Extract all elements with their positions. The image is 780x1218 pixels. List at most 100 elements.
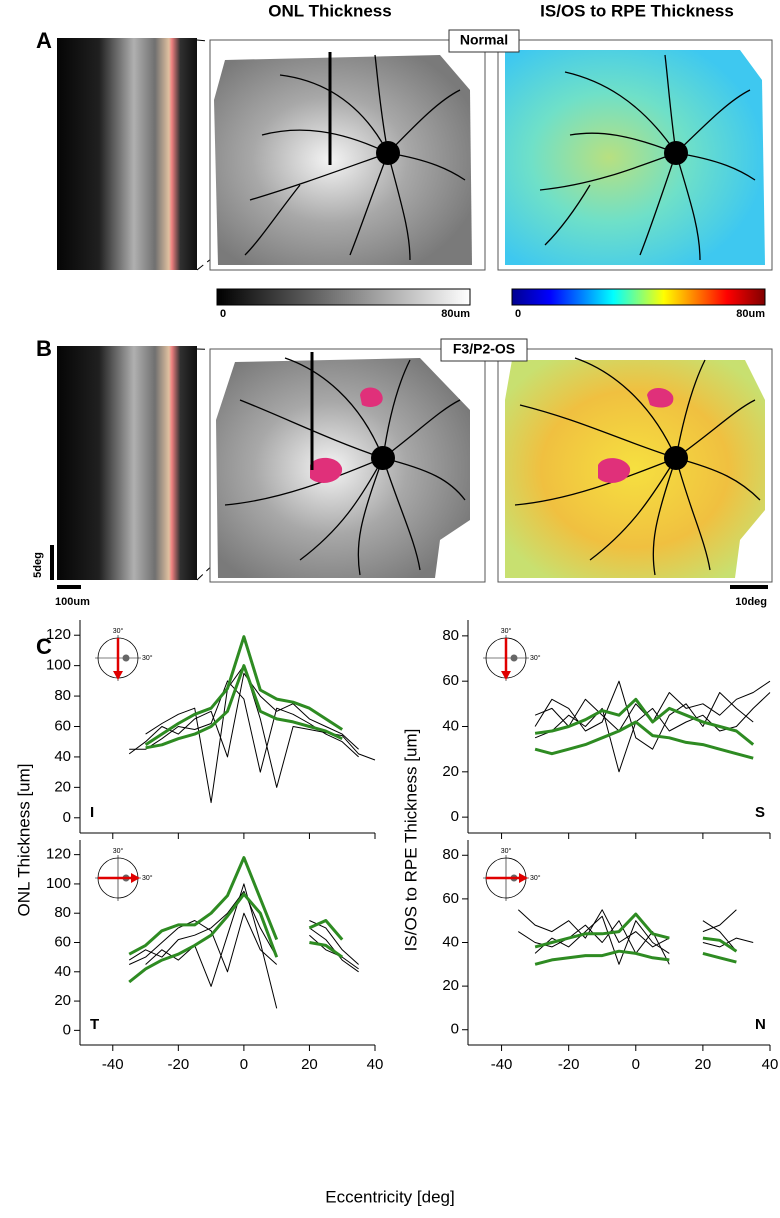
annotation: N <box>755 1016 766 1033</box>
data-line <box>534 680 754 750</box>
y-tick-label: 120 <box>46 626 71 643</box>
data-line <box>534 692 771 773</box>
y-tick-label: 20 <box>442 977 459 994</box>
x-tick-label: -20 <box>558 1056 580 1073</box>
vessels <box>224 357 466 576</box>
y-tick-label: 60 <box>54 933 71 950</box>
data-line <box>534 680 771 732</box>
inset-arrowhead <box>519 873 528 883</box>
y-tick-label: 60 <box>442 890 459 907</box>
x-tick-label: 0 <box>240 1056 248 1073</box>
oct-scan <box>57 346 197 580</box>
y-tick-label: 20 <box>54 992 71 1009</box>
optic-disc <box>664 446 688 470</box>
column-title: IS/OS to RPE Thickness <box>540 1 734 20</box>
onl-map <box>214 55 472 265</box>
y-tick-label: 0 <box>451 808 459 825</box>
x-tick-label: 20 <box>695 1056 712 1073</box>
x-tick-label: -40 <box>102 1056 124 1073</box>
panel-label: C <box>36 634 52 659</box>
y-tick-label: 60 <box>442 672 459 689</box>
lesion <box>647 387 674 408</box>
inset-disc <box>122 654 130 662</box>
inset-label: 30° <box>530 654 541 662</box>
y-tick-label: 20 <box>442 763 459 780</box>
inset-label: 30° <box>501 847 512 855</box>
y-tick-label: 40 <box>442 933 459 950</box>
data-line <box>128 890 359 965</box>
x-tick-label: 0 <box>632 1056 640 1073</box>
inset-label: 30° <box>501 627 512 635</box>
panel-label: A <box>36 28 52 53</box>
y-tick-label: 100 <box>46 875 71 892</box>
inset-arrowhead <box>501 671 511 680</box>
y-tick-label: 80 <box>54 687 71 704</box>
isos-map <box>505 50 765 265</box>
colorbar-label: 0 <box>515 308 521 320</box>
y-axis-label: ONL Thickness [um] <box>14 763 33 916</box>
optic-disc <box>371 446 395 470</box>
data-line <box>145 664 343 750</box>
y-tick-label: 0 <box>451 1021 459 1038</box>
tag: F3/P2-OS <box>453 341 515 357</box>
vessels <box>244 54 466 261</box>
y-tick-label: 60 <box>54 717 71 734</box>
annotation: S <box>755 804 765 821</box>
scale-bar <box>57 585 81 589</box>
onl-map <box>216 358 470 578</box>
x-tick-label: 40 <box>762 1056 779 1073</box>
inset-label: 30° <box>113 847 124 855</box>
panel-label: B <box>36 336 52 361</box>
y-tick-label: 80 <box>54 904 71 921</box>
inset-label: 30° <box>530 874 541 882</box>
y-tick-label: 0 <box>63 809 71 826</box>
y-tick-label: 40 <box>442 717 459 734</box>
lesion <box>310 457 343 483</box>
inset-disc <box>510 654 518 662</box>
scale-bar <box>730 585 768 589</box>
inset-label: 30° <box>113 627 124 635</box>
scale-bar <box>50 545 54 580</box>
annotation: I <box>90 804 94 821</box>
tag-box <box>440 338 528 362</box>
column-title: ONL Thickness <box>268 1 391 20</box>
inset-arrowhead <box>131 873 140 883</box>
x-tick-label: -40 <box>491 1056 513 1073</box>
y-tick-label: 80 <box>442 627 459 644</box>
data-line <box>128 856 344 956</box>
scale-label: 10deg <box>735 596 767 608</box>
y-tick-label: 40 <box>54 748 71 765</box>
y-tick-label: 80 <box>442 846 459 863</box>
inset-label: 30° <box>142 874 153 882</box>
vessels <box>539 54 756 261</box>
isos-map <box>505 360 765 578</box>
y-axis-label: IS/OS to RPE Thickness [um] <box>401 729 420 952</box>
inset-label: 30° <box>142 654 153 662</box>
tag: Normal <box>460 32 508 48</box>
y-tick-label: 120 <box>46 846 71 863</box>
colorbar <box>511 288 766 306</box>
data-line <box>534 697 755 746</box>
scale-label: 100um <box>55 596 90 608</box>
lesion <box>598 458 631 483</box>
tag-box <box>448 29 520 53</box>
inset-arrowhead <box>113 671 123 680</box>
lesion <box>360 387 383 407</box>
colorbar-label: 0 <box>220 308 226 320</box>
x-tick-label: 20 <box>301 1056 318 1073</box>
y-tick-label: 40 <box>54 963 71 980</box>
data-line <box>128 892 344 984</box>
optic-disc <box>664 141 688 165</box>
colorbar <box>216 288 471 306</box>
x-axis-label: Eccentricity [deg] <box>325 1187 454 1206</box>
colorbar-label: 80um <box>736 308 765 320</box>
data-line <box>534 720 754 760</box>
data-line <box>534 949 737 966</box>
annotation: T <box>90 1016 99 1033</box>
data-line <box>144 635 344 747</box>
data-line <box>534 912 738 953</box>
x-tick-label: -20 <box>167 1056 189 1073</box>
vessels <box>514 357 761 576</box>
